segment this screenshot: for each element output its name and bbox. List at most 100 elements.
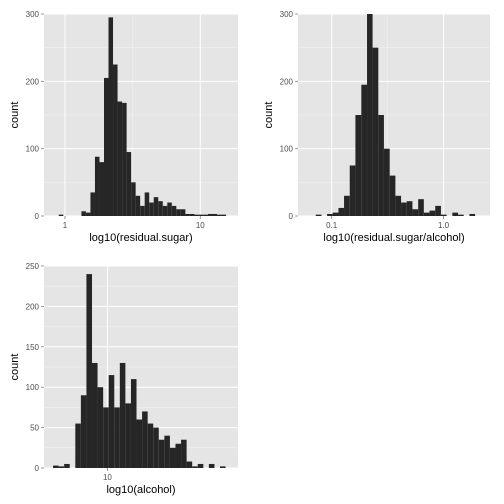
histogram-bar	[203, 214, 208, 216]
histogram-bar	[94, 156, 100, 216]
histogram-bar	[58, 466, 65, 468]
y-tick-label: 0	[35, 212, 40, 221]
histogram-bar	[144, 192, 150, 216]
y-tick-label: 200	[280, 77, 294, 86]
x-tick-label: 1	[63, 221, 68, 230]
histogram-bar	[92, 362, 98, 468]
histogram-bar	[142, 411, 148, 468]
histogram-bar	[130, 379, 137, 468]
x-axis-title: log10(residual.sugar/alcohol)	[323, 232, 464, 244]
histogram-bar	[53, 465, 59, 468]
histogram-bar	[153, 427, 159, 468]
y-tick-label: 300	[280, 10, 294, 19]
histogram-bar	[75, 423, 81, 468]
histogram-bar	[186, 461, 193, 468]
histogram-bar	[136, 419, 143, 468]
histogram-bar	[217, 214, 222, 216]
y-axis-title: count	[9, 102, 21, 129]
histogram-bar	[469, 213, 476, 216]
histogram-bar	[395, 195, 402, 216]
chart-sugar-alcohol-ratio: 0 100 200 300 0.1 1.0 log10(residual.sugar/alc…	[263, 10, 490, 244]
histogram-bar	[221, 214, 227, 216]
histogram-bar	[401, 202, 407, 216]
histogram-bar	[158, 439, 165, 468]
x-axis-title: log10(residual.sugar)	[89, 232, 192, 244]
histogram-bar	[86, 274, 93, 468]
x-tick-label: 10	[103, 473, 112, 482]
histogram-bar	[181, 439, 187, 468]
histogram-bar	[175, 443, 182, 468]
histogram-bar	[429, 210, 436, 216]
histogram-bar	[355, 115, 362, 216]
histogram-bar	[189, 213, 195, 216]
chart-alcohol: 0 50 100 150 200 250 10 log10(alcohol) count	[9, 262, 238, 496]
histogram-bar	[361, 84, 368, 216]
y-tick-label: 100	[26, 145, 40, 154]
histogram-bar	[135, 195, 141, 216]
x-tick-label: 0.1	[326, 221, 338, 230]
histogram-bar	[90, 192, 95, 216]
histogram-bar	[122, 102, 127, 216]
histogram-bar	[192, 466, 198, 468]
histogram-bar	[412, 209, 419, 216]
y-tick-label: 150	[26, 343, 40, 352]
histogram-bar	[125, 403, 131, 468]
histogram-bar	[435, 205, 441, 216]
histogram-bar	[114, 407, 120, 468]
histogram-bar	[126, 152, 132, 216]
histogram-bar	[147, 423, 154, 468]
x-tick-label: 10	[196, 221, 205, 230]
x-axis-title: log10(alcohol)	[106, 484, 175, 496]
histogram-bar	[208, 463, 215, 468]
histogram-bar	[108, 17, 114, 216]
x-tick-label: 1.0	[438, 221, 450, 230]
histogram-bar	[212, 213, 218, 216]
histogram-bar	[406, 201, 413, 216]
histogram-bar	[153, 197, 159, 216]
y-tick-label: 100	[280, 145, 294, 154]
histogram-bar	[327, 213, 333, 216]
histogram-bar	[197, 463, 204, 468]
y-tick-label: 200	[26, 302, 40, 311]
histogram-bar	[378, 115, 384, 216]
y-tick-label: 0	[289, 212, 294, 221]
histogram-bar	[140, 205, 145, 216]
histogram-bar	[58, 214, 64, 216]
histogram-bar	[149, 202, 154, 216]
histogram-bar	[162, 205, 168, 216]
histogram-bar	[220, 466, 226, 468]
y-tick-label: 250	[26, 262, 40, 271]
histogram-bar	[171, 205, 177, 216]
histogram-bar	[185, 213, 190, 216]
histogram-bar	[119, 362, 126, 468]
histogram-bar	[176, 209, 181, 216]
histogram-bar	[452, 212, 459, 216]
histogram-bar	[108, 375, 115, 468]
y-tick-label: 300	[26, 10, 40, 19]
y-tick-label: 0	[35, 464, 40, 473]
histogram-bar	[344, 195, 350, 216]
histogram-bar	[315, 214, 322, 216]
histogram-bar	[103, 407, 109, 468]
histogram-bar	[169, 447, 176, 468]
histogram-bar	[338, 207, 345, 216]
histogram-bar	[99, 162, 104, 216]
histogram-bar	[332, 212, 339, 216]
y-tick-label: 200	[26, 77, 40, 86]
histogram-bar	[423, 212, 430, 216]
chart-sugar: 0 100 200 300 1 10 log10(residual.sugar) count	[9, 10, 238, 244]
histogram-bar	[207, 213, 213, 216]
histogram-bar	[117, 101, 123, 216]
histogram-bar	[383, 148, 390, 216]
histogram-bar	[458, 214, 464, 216]
histogram-bar	[164, 435, 170, 468]
histogram-bar	[180, 209, 186, 216]
histogram-bar	[389, 175, 396, 216]
histogram-bar	[97, 387, 104, 468]
histogram-bar	[418, 199, 424, 216]
histogram-bar	[64, 463, 70, 468]
histogram-bar	[167, 202, 172, 216]
y-tick-label: 100	[26, 383, 40, 392]
histogram-bar	[103, 77, 109, 216]
